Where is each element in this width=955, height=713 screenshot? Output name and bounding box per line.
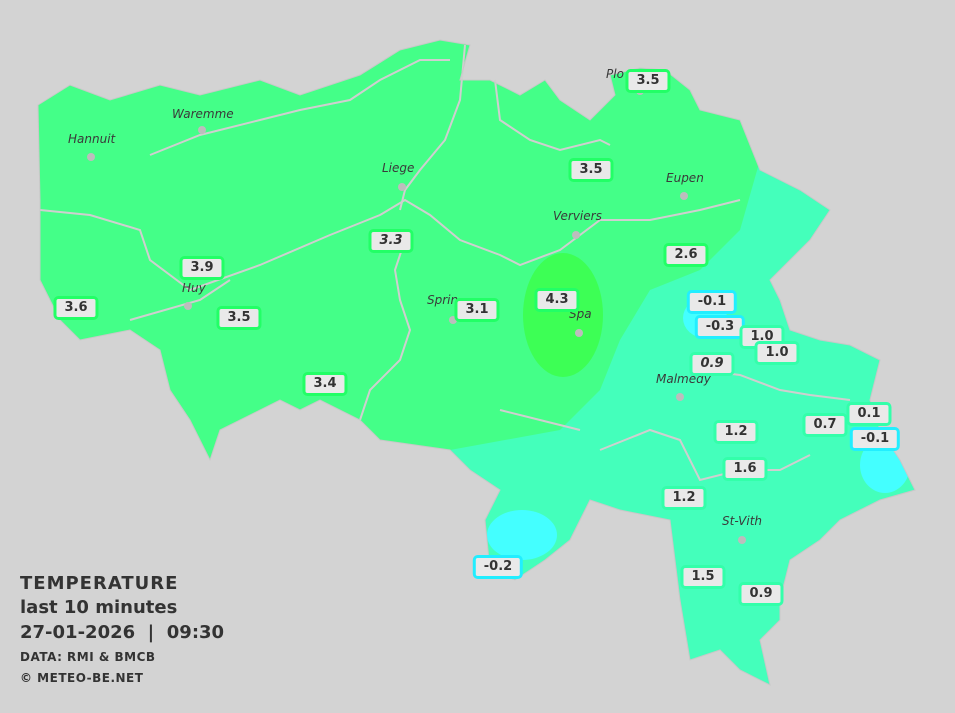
station-temperature-label[interactable]: 4.3 — [534, 288, 580, 312]
city-label: Hannuit — [68, 132, 116, 146]
station-temperature-label[interactable]: 1.5 — [680, 565, 726, 589]
legend-title: TEMPERATURE — [20, 573, 179, 594]
station-temperature-label[interactable]: 3.3 — [368, 229, 414, 253]
zone-below-0 — [487, 510, 557, 560]
station-temperature-label[interactable]: 3.6 — [53, 296, 99, 320]
city-dot — [680, 192, 688, 200]
city-dot — [184, 302, 192, 310]
city-label: Sprin — [427, 293, 459, 307]
station-temperature-label[interactable]: 3.4 — [302, 372, 348, 396]
zone-4-5 — [523, 253, 603, 377]
city-dot — [738, 536, 746, 544]
city-label: Liege — [382, 161, 415, 175]
station-temperature-label[interactable]: 3.1 — [454, 298, 500, 322]
station-temperature-label[interactable]: 1.2 — [713, 420, 759, 444]
city-dot — [575, 329, 583, 337]
rivers — [39, 44, 851, 482]
legend-source: DATA: RMI & BMCB — [20, 650, 156, 664]
station-temperature-label[interactable]: -0.2 — [472, 555, 524, 579]
legend: TEMPERATURE last 10 minutes 27-01-2026 |… — [20, 572, 224, 688]
station-temperature-label[interactable]: 0.9 — [738, 582, 784, 606]
station-temperature-label[interactable]: 1.6 — [722, 457, 768, 481]
legend-datetime: 27-01-2026 | 09:30 — [20, 622, 225, 643]
station-temperature-label[interactable]: 1.2 — [661, 486, 707, 510]
station-temperature-label[interactable]: 3.9 — [179, 256, 225, 280]
city-dot — [398, 183, 406, 191]
station-temperature-label[interactable]: 0.9 — [689, 352, 735, 376]
city-dot — [198, 126, 206, 134]
station-temperature-label[interactable]: 0.1 — [846, 402, 892, 426]
station-temperature-label[interactable]: 0.7 — [802, 413, 848, 437]
city-dot — [87, 153, 95, 161]
station-temperature-label[interactable]: 3.5 — [625, 69, 671, 93]
station-temperature-label[interactable]: 3.5 — [568, 158, 614, 182]
city-dot — [676, 393, 684, 401]
city-label: Verviers — [553, 209, 602, 223]
city-label: Huy — [182, 281, 206, 295]
legend-period: last 10 minutes — [20, 597, 178, 618]
legend-copyright: © METEO-BE.NET — [20, 671, 144, 685]
city-label: St-Vith — [722, 514, 763, 528]
station-temperature-label[interactable]: -0.1 — [849, 427, 901, 451]
city-label: Waremme — [172, 107, 234, 121]
city-label: Plo — [606, 67, 624, 81]
station-temperature-label[interactable]: 3.5 — [216, 306, 262, 330]
city-label: Eupen — [666, 171, 704, 185]
station-temperature-label[interactable]: 1.0 — [754, 341, 800, 365]
station-temperature-label[interactable]: -0.3 — [694, 315, 746, 339]
station-temperature-label[interactable]: 2.6 — [663, 243, 709, 267]
city-dot — [572, 231, 580, 239]
city-dot — [449, 316, 457, 324]
station-temperature-label[interactable]: -0.1 — [686, 290, 738, 314]
